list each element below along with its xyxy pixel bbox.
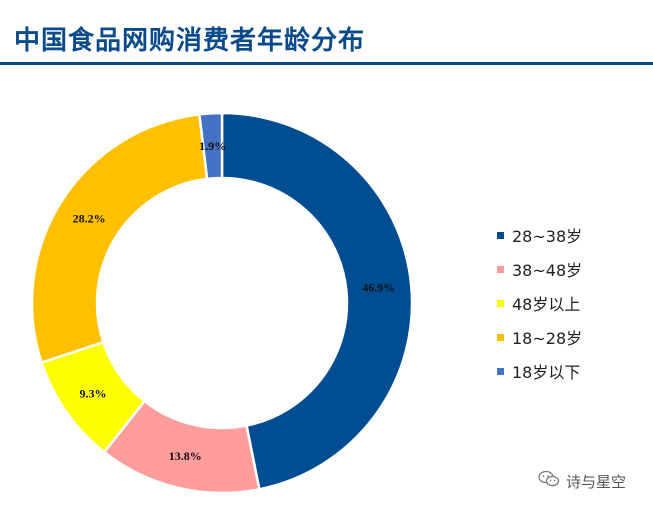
watermark-text: 诗与星空 [566, 472, 627, 491]
slice-value-label: 9.3% [79, 386, 106, 400]
slice-value-label: 28.2% [73, 211, 106, 225]
legend-label: 28~38岁 [512, 227, 583, 246]
legend-item-48-plus: 48岁以上 [497, 286, 582, 320]
title-divider [0, 62, 653, 65]
watermark: 诗与星空 [538, 470, 626, 492]
legend-swatch [497, 265, 504, 273]
legend-label: 38~48岁 [512, 261, 583, 280]
donut-slice-18-28 [30, 112, 209, 365]
legend-item-18-28: 18~28岁 [497, 320, 582, 354]
chart-legend: 28~38岁 38~48岁 48岁以上 18~28岁 18岁以下 [497, 218, 582, 388]
slice-value-label: 13.8% [169, 449, 202, 463]
donut-slice-28-38 [220, 111, 414, 491]
legend-swatch [497, 299, 504, 307]
slice-value-label: 1.9% [199, 139, 226, 153]
legend-swatch [497, 333, 504, 341]
legend-swatch [497, 231, 504, 239]
legend-item-38-48: 38~48岁 [497, 252, 582, 286]
slice-value-label: 46.9% [362, 280, 395, 294]
legend-label: 18岁以下 [512, 363, 581, 382]
legend-label: 48岁以上 [512, 295, 581, 314]
donut-slice-under-18 [198, 111, 224, 181]
legend-item-under-18: 18岁以下 [497, 354, 582, 388]
legend-label: 18~28岁 [512, 329, 583, 348]
page-title: 中国食品网购消费者年龄分布 [14, 26, 366, 56]
legend-swatch [497, 367, 504, 375]
legend-item-28-38: 28~38岁 [497, 218, 582, 252]
wechat-icon [538, 470, 560, 492]
